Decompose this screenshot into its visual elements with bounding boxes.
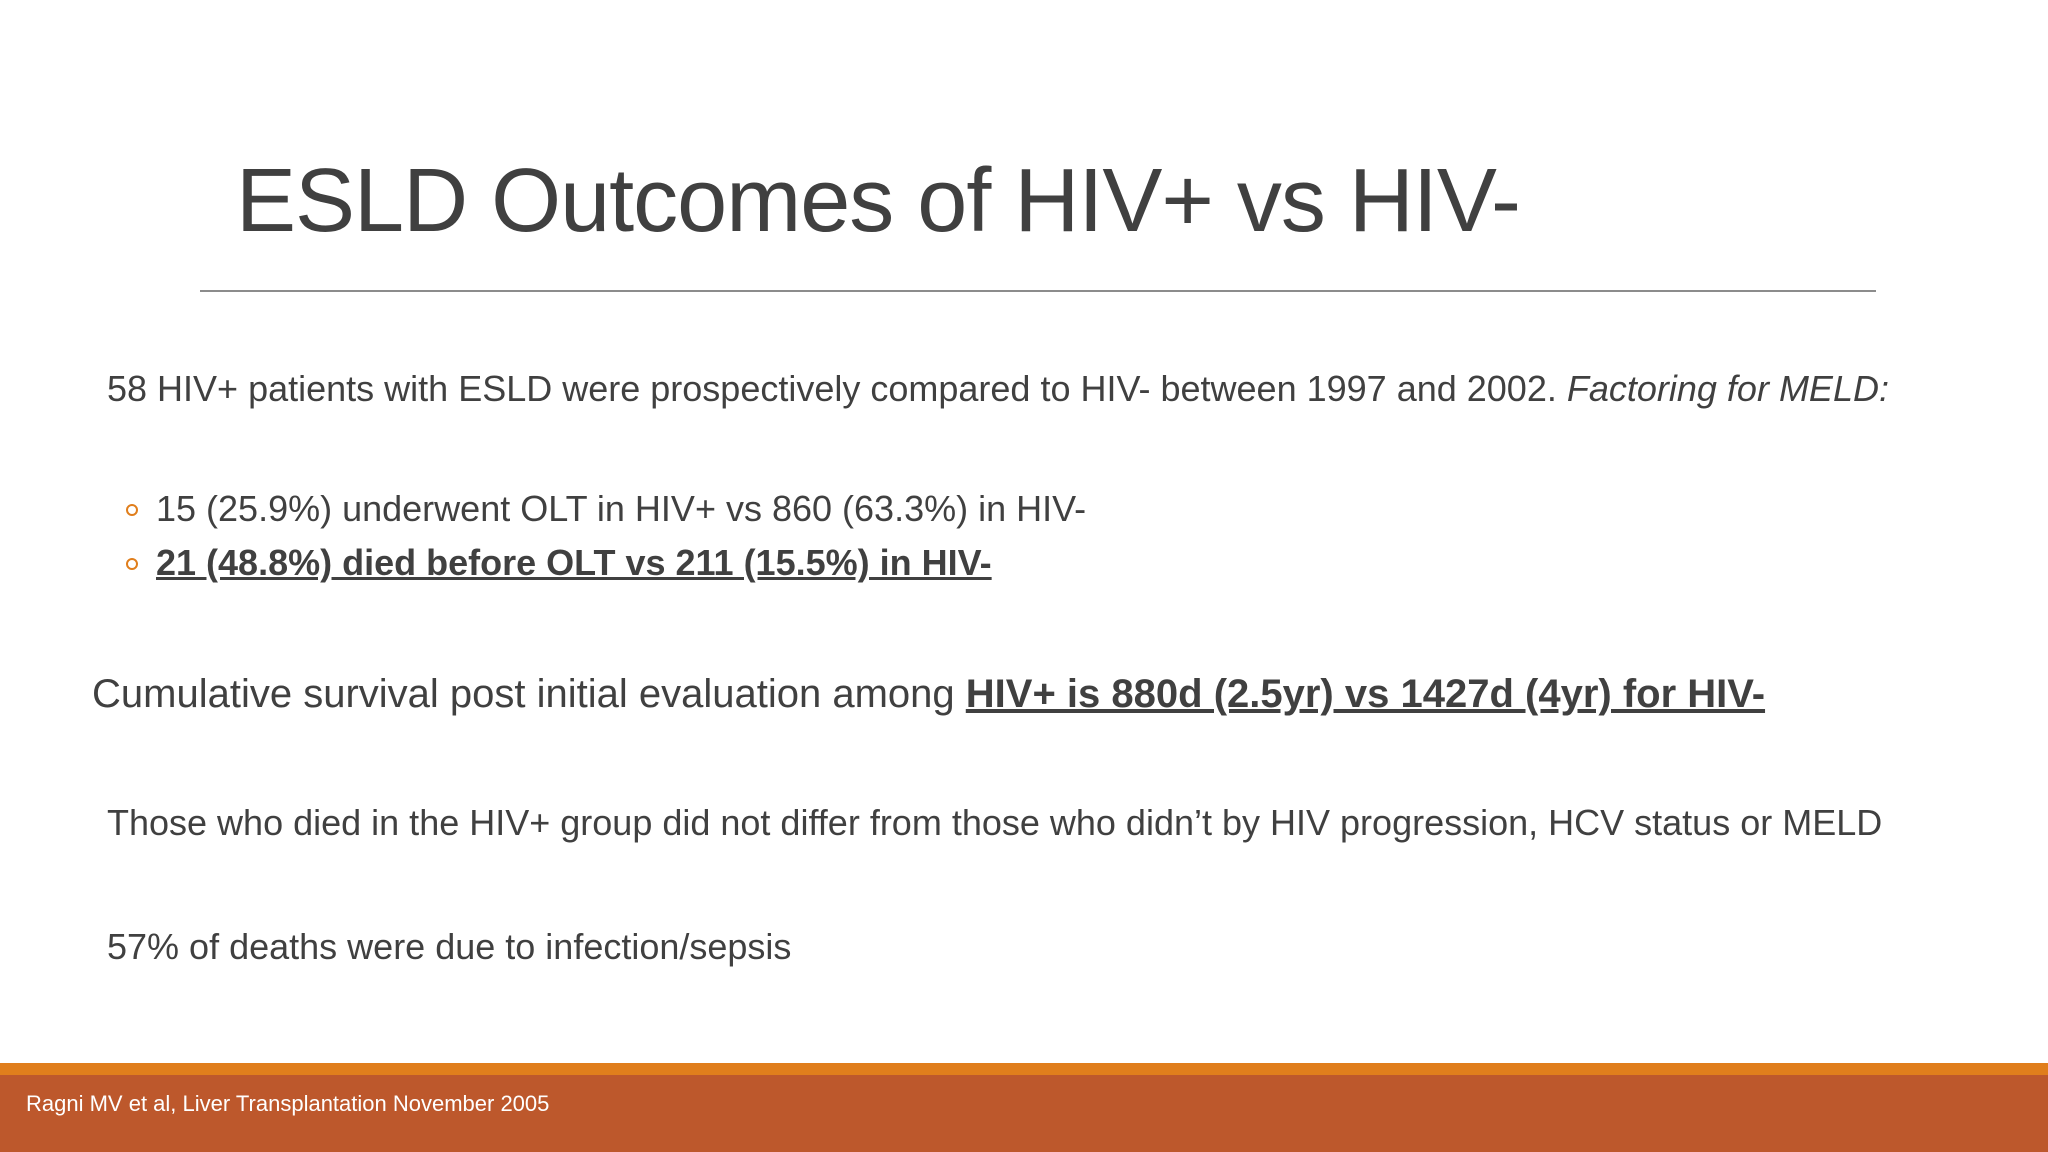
intro-paragraph: 58 HIV+ patients with ESLD were prospect… [107,368,1889,410]
footer-accent-bar [0,1063,2048,1075]
survival-text: Cumulative survival post initial evaluat… [92,672,966,716]
bullet-circle-icon [126,504,138,516]
intro-italic: Factoring for MELD: [1566,368,1889,409]
footer-citation: Ragni MV et al, Liver Transplantation No… [26,1091,550,1116]
survival-paragraph: Cumulative survival post initial evaluat… [92,672,1765,717]
bullet-text: 15 (25.9%) underwent OLT in HIV+ vs 860 … [156,488,1087,529]
deaths-paragraph: 57% of deaths were due to infection/seps… [107,926,792,967]
slide-title: ESLD Outcomes of HIV+ vs HIV- [236,151,1521,251]
footer-bar [0,1075,2048,1152]
survival-emphasis: HIV+ is 880d (2.5yr) vs 1427d (4yr) for … [965,672,1766,716]
bullet-circle-icon [126,558,138,570]
progression-paragraph: Those who died in the HIV+ group did not… [107,802,1883,843]
intro-text: 58 HIV+ patients with ESLD were prospect… [107,368,1567,409]
title-divider [200,290,1876,292]
bullet-text: 21 (48.8%) died before OLT vs 211 (15.5%… [156,542,992,583]
